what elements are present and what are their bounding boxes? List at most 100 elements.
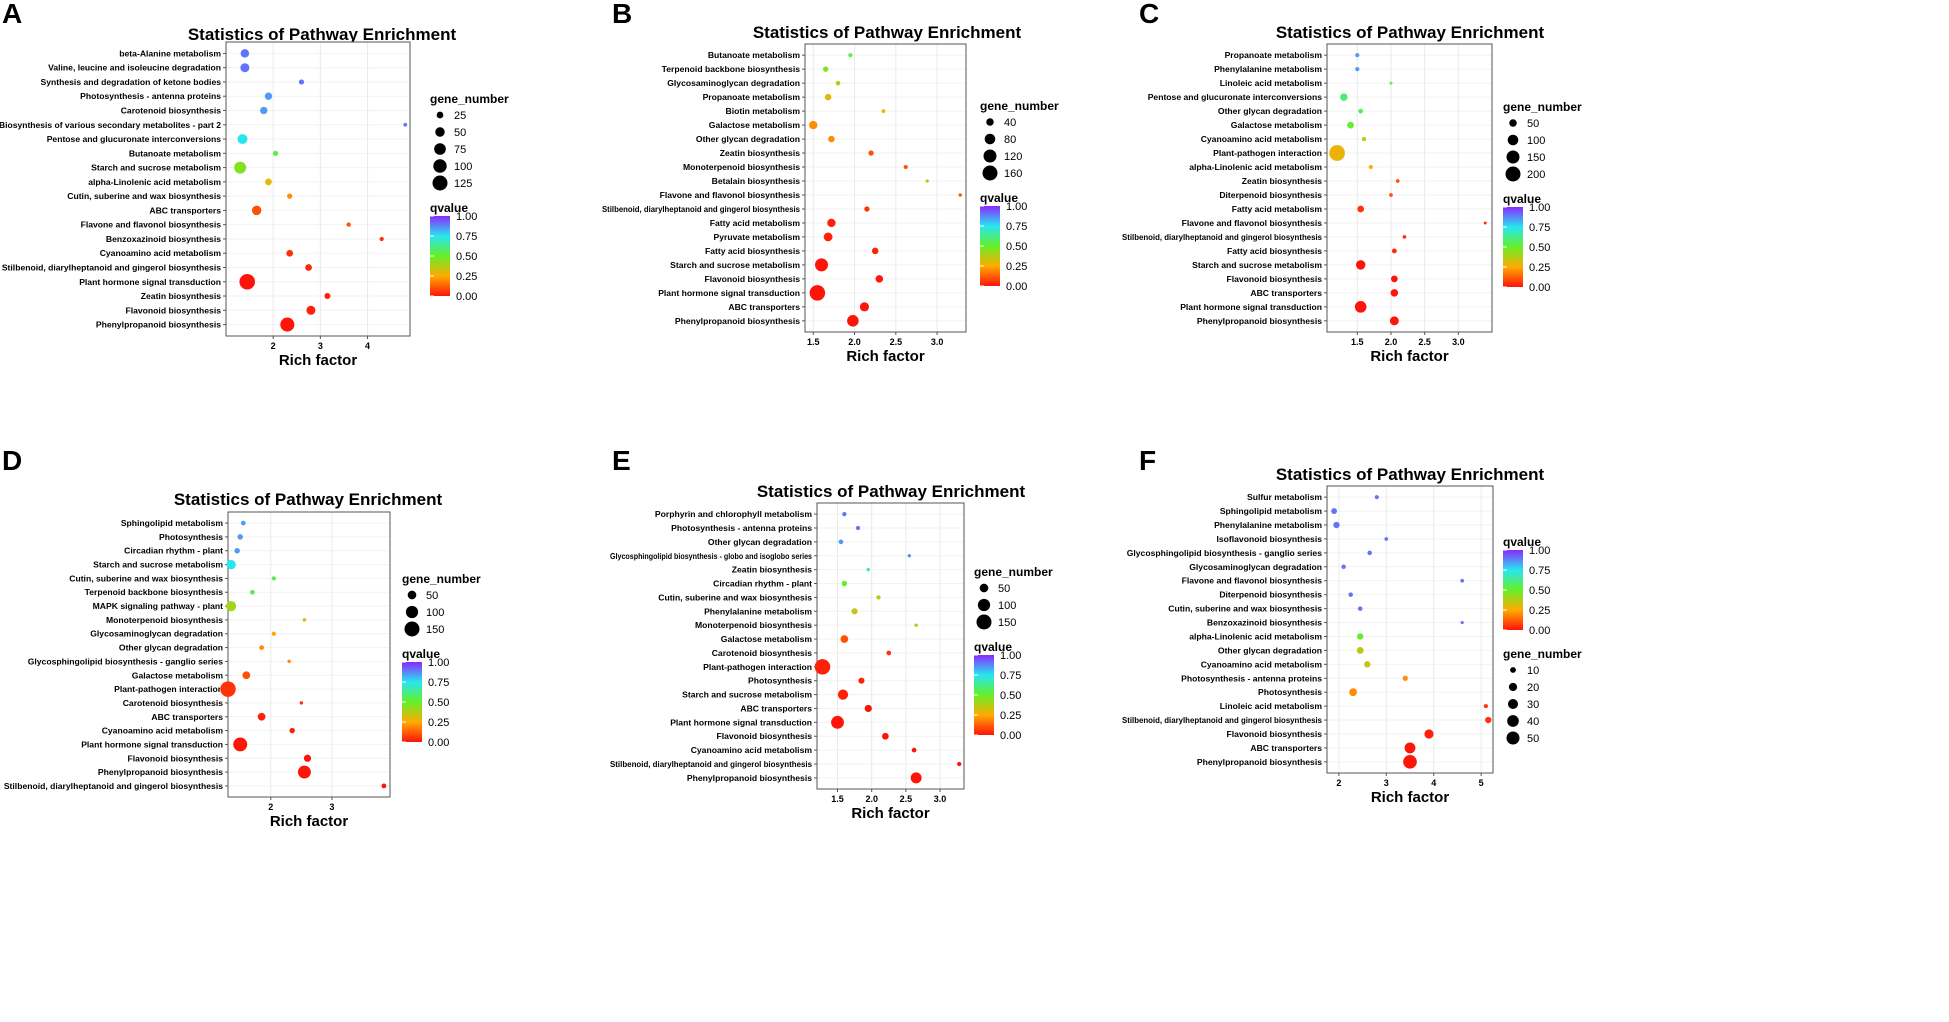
x-tick-label: 3.0 <box>934 794 947 804</box>
size-legend-title: gene_number <box>974 565 1053 579</box>
y-tick-label: Flavonoid biosynthesis <box>125 305 221 315</box>
data-point <box>1357 633 1364 640</box>
size-legend-dot <box>976 614 992 630</box>
y-tick-label: alpha-Linolenic acid metabolism <box>1189 631 1322 641</box>
x-tick-label: 2.0 <box>1385 337 1398 347</box>
panel-F: F Statistics of Pathway Enrichment Sulfur … <box>1122 445 1582 806</box>
chart-title: Statistics of Pathway Enrichment <box>188 25 457 44</box>
size-legend-label: 75 <box>454 144 466 156</box>
data-point <box>1483 221 1487 225</box>
size-legend-label: 50 <box>1527 733 1539 745</box>
y-tick-label: Propanoate metabolism <box>1225 50 1323 60</box>
size-legend-label: 200 <box>1527 169 1545 181</box>
size-legend-label: 100 <box>998 600 1016 612</box>
color-bar <box>1503 207 1523 287</box>
y-tick-label: Pentose and glucuronate interconversions <box>1148 92 1323 102</box>
y-tick-label: Cutin, suberine and wax biosynthesis <box>658 592 812 602</box>
y-tick-label: Biotin metabolism <box>726 106 801 116</box>
color-bar <box>430 216 450 296</box>
y-tick-label: Stilbenoid, diarylheptanoid and gingerol… <box>1122 715 1322 725</box>
y-tick-label: Benzoxazinoid biosynthesis <box>1207 618 1322 628</box>
y-tick-label: Flavone and flavonol biosynthesis <box>1182 576 1323 586</box>
y-tick-label: Terpenoid backbone biosynthesis <box>85 587 224 597</box>
data-point <box>1391 248 1397 254</box>
color-legend-label: 1.00 <box>1529 202 1550 214</box>
size-legend-dot <box>435 127 445 137</box>
y-tick-label: Cyanoamino acid metabolism <box>1201 659 1323 669</box>
data-point <box>886 650 892 656</box>
y-tick-label: Monoterpenoid biosynthesis <box>695 620 812 630</box>
data-point <box>835 80 841 86</box>
y-tick-label: Galactose metabolism <box>132 670 224 680</box>
size-legend-label: 20 <box>1527 682 1539 694</box>
y-tick-label: Cyanoamino acid metabolism <box>100 248 222 258</box>
data-point <box>824 93 832 101</box>
size-legend-label: 120 <box>1004 151 1022 163</box>
data-point <box>1389 316 1399 326</box>
y-tick-label: Stilbenoid, diarylheptanoid and gingerol… <box>4 781 223 791</box>
color-legend-title: qvalue <box>402 647 440 661</box>
data-point <box>237 134 248 145</box>
x-tick-label: 2 <box>1336 778 1341 788</box>
size-legend-dot <box>1506 731 1520 745</box>
plot-area <box>1327 486 1493 773</box>
size-legend-dot <box>979 583 989 593</box>
x-tick-label: 3 <box>318 341 323 351</box>
size-legend-label: 30 <box>1527 699 1539 711</box>
data-point <box>257 712 266 721</box>
data-point <box>840 635 849 643</box>
data-point <box>815 258 829 272</box>
y-tick-label: Photosynthesis <box>748 676 812 686</box>
data-point <box>838 539 844 545</box>
color-legend-label: 0.50 <box>1000 690 1021 702</box>
size-legend-dot <box>1505 166 1521 182</box>
data-point <box>260 106 268 115</box>
y-tick-label: Phenylpropanoid biosynthesis <box>96 320 221 330</box>
size-legend-dot <box>1509 119 1517 127</box>
color-bar <box>1503 550 1523 630</box>
y-tick-label: ABC transporters <box>149 205 221 215</box>
y-tick-label: Plant hormone signal transduction <box>79 277 221 287</box>
x-tick-label: 1.5 <box>831 794 844 804</box>
x-tick-label: 5 <box>1479 778 1484 788</box>
x-tick-label: 4 <box>365 341 370 351</box>
data-point <box>1460 578 1465 583</box>
data-point <box>1460 620 1464 625</box>
data-point <box>1331 508 1338 514</box>
y-tick-label: Pentose and glucuronate interconversions <box>47 134 222 144</box>
y-tick-label: Photosynthesis <box>1258 687 1322 697</box>
size-legend-title: gene_number <box>1503 647 1582 661</box>
x-tick-label: 4 <box>1431 778 1436 788</box>
size-legend: gene_number 50 100 150 <box>402 572 481 637</box>
y-tick-label: Cyanoamino acid metabolism <box>1201 134 1323 144</box>
panels: A Statistics of Pathway Enrichment beta-Al… <box>0 0 1582 830</box>
data-point <box>831 715 844 729</box>
plot-area <box>817 503 964 789</box>
panel-letter: A <box>2 0 22 29</box>
y-tick-label: Linoleic acid metabolism <box>1220 78 1323 88</box>
color-bar <box>974 655 994 735</box>
data-point <box>842 511 847 517</box>
y-tick-label: Photosynthesis - antenna proteins <box>671 523 812 533</box>
color-legend-title: qvalue <box>1503 192 1541 206</box>
y-tick-label: Other glycan degradation <box>696 134 800 144</box>
chart-title: Statistics of Pathway Enrichment <box>1276 23 1545 42</box>
y-tick-label: Betalain biosynthesis <box>712 176 801 186</box>
size-legend-label: 80 <box>1004 134 1016 146</box>
y-tick-label: Fatty acid metabolism <box>1232 204 1323 214</box>
y-tick-label: Fatty acid metabolism <box>710 218 801 228</box>
data-point <box>1361 137 1367 142</box>
y-tick-label: Phenylalanine metabolism <box>1214 64 1322 74</box>
y-tick-label: Butanoate metabolism <box>129 148 222 158</box>
data-point <box>403 122 408 127</box>
y-tick-label: Monoterpenoid biosynthesis <box>106 615 223 625</box>
data-point <box>1390 275 1398 283</box>
data-point <box>1402 675 1408 681</box>
data-point <box>847 315 859 327</box>
size-legend-dot <box>433 159 447 173</box>
x-axis-title: Rich factor <box>846 348 925 365</box>
y-tick-label: ABC transporters <box>728 302 800 312</box>
